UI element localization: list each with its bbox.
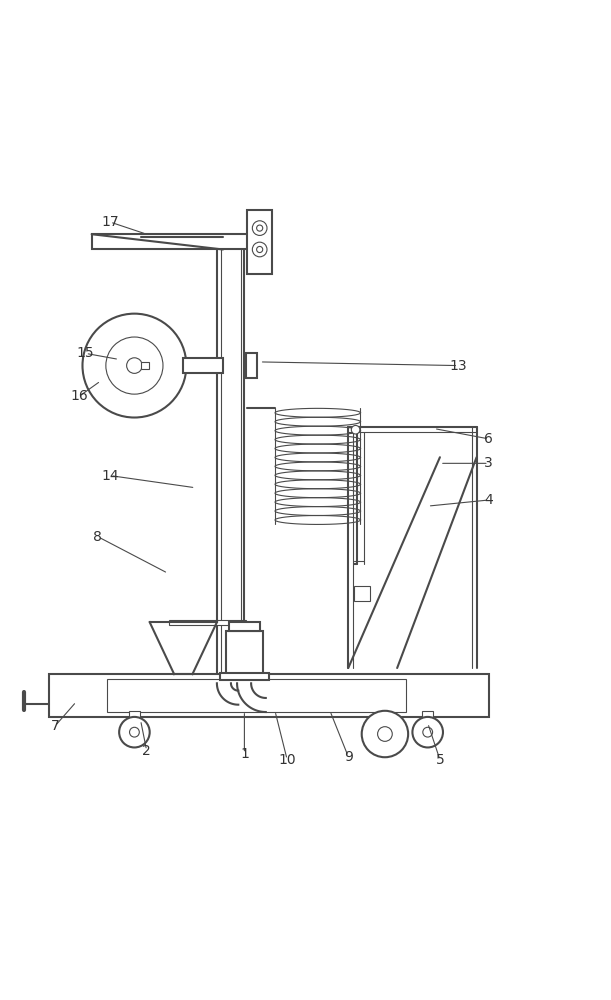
Bar xyxy=(169,620,246,625)
Bar xyxy=(49,674,489,717)
Text: 7: 7 xyxy=(51,719,59,733)
Circle shape xyxy=(257,246,263,253)
Bar xyxy=(422,711,433,720)
Bar xyxy=(354,586,370,601)
Circle shape xyxy=(351,425,360,434)
Bar xyxy=(141,362,148,369)
Circle shape xyxy=(106,337,163,394)
Bar xyxy=(226,631,263,674)
Text: 5: 5 xyxy=(436,753,444,767)
Circle shape xyxy=(119,717,150,747)
Circle shape xyxy=(252,242,267,257)
Circle shape xyxy=(252,221,267,235)
Text: 14: 14 xyxy=(101,469,119,483)
Circle shape xyxy=(378,727,392,741)
Circle shape xyxy=(362,711,408,757)
Text: 3: 3 xyxy=(485,456,493,470)
Bar xyxy=(129,711,140,720)
Bar xyxy=(183,358,223,373)
Text: 15: 15 xyxy=(77,346,94,360)
Bar xyxy=(217,237,244,699)
Text: 16: 16 xyxy=(70,389,89,403)
Bar xyxy=(247,210,272,274)
Circle shape xyxy=(130,727,139,737)
Circle shape xyxy=(257,225,263,231)
Bar xyxy=(92,234,251,249)
Text: 8: 8 xyxy=(93,530,102,544)
Text: 4: 4 xyxy=(485,493,493,507)
Bar xyxy=(220,673,269,680)
Circle shape xyxy=(82,314,186,418)
Text: 2: 2 xyxy=(142,744,151,758)
Bar xyxy=(229,622,260,631)
Text: 10: 10 xyxy=(279,753,296,767)
Circle shape xyxy=(423,727,433,737)
Text: 9: 9 xyxy=(344,750,353,764)
Text: 1: 1 xyxy=(240,747,249,761)
Circle shape xyxy=(412,717,443,747)
Text: 6: 6 xyxy=(485,432,493,446)
Text: 13: 13 xyxy=(450,359,467,373)
Bar xyxy=(246,353,257,378)
Bar xyxy=(107,679,406,712)
Circle shape xyxy=(126,358,142,373)
Text: 17: 17 xyxy=(101,215,119,229)
